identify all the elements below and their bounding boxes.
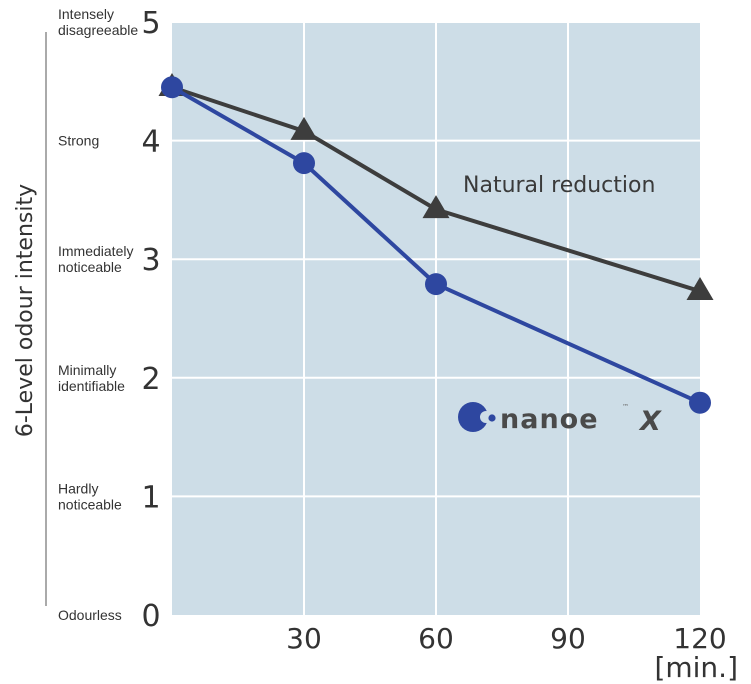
series-1-point-1	[293, 152, 315, 175]
y-tick-0: 0	[141, 599, 160, 634]
y-level-label-4-line-1: Strong	[58, 133, 99, 149]
x-tick-labels: 30 60 90 120	[286, 622, 727, 655]
series-1-point-2	[425, 273, 447, 296]
series-1-line	[171, 85, 701, 405]
y-level-label-3-line-1: Immediately	[58, 243, 133, 259]
y-level-label-1-line-2: noticeable	[58, 496, 122, 512]
logo-large-dot	[458, 402, 488, 432]
x-tick-60: 60	[418, 622, 454, 655]
x-tick-120: 120	[673, 622, 726, 655]
grid-lines	[172, 21, 700, 615]
y-tick-4: 4	[141, 125, 160, 160]
series-0-point-1	[290, 116, 318, 140]
series-layer	[158, 72, 714, 414]
logo-wordmark: nanoe	[500, 404, 599, 435]
series-0-point-3	[686, 276, 714, 300]
y-level-labels: IntenselydisagreeableStrongImmediatelyno…	[58, 6, 138, 623]
series-0-line	[171, 85, 701, 294]
y-tick-1: 1	[141, 480, 160, 515]
y-level-label-3-line-2: noticeable	[58, 259, 122, 275]
series-0	[158, 72, 714, 300]
series-1	[161, 76, 711, 414]
x-tick-30: 30	[286, 622, 322, 655]
y-level-label-0-line-1: Odourless	[58, 607, 122, 623]
y-level-label-5-line-1: Intensely	[58, 6, 114, 22]
logo-trademark: ™	[622, 403, 629, 411]
x-tick-90: 90	[550, 622, 586, 655]
logo-bite	[480, 411, 492, 423]
y-tick-2: 2	[141, 362, 160, 397]
y-axis-label: 6-Level odour intensity	[13, 184, 38, 437]
logo-x-mark: X	[638, 406, 662, 437]
y-level-label-5-line-2: disagreeable	[58, 22, 138, 38]
y-tick-labels: 0 1 2 3 4 5	[141, 6, 160, 634]
series-0-point-2	[422, 195, 450, 219]
series-1-point-0	[161, 76, 183, 99]
x-axis-unit: [min.]	[654, 651, 738, 684]
y-level-label-2-line-1: Minimally	[58, 362, 116, 378]
logo-small-dot	[488, 414, 496, 422]
y-tick-3: 3	[141, 243, 160, 278]
y-level-label-1-line-1: Hardly	[58, 480, 98, 496]
y-level-label-2-line-2: identifiable	[58, 378, 125, 394]
y-tick-5: 5	[141, 6, 160, 41]
natural-reduction-label: Natural reduction	[463, 173, 655, 198]
series-1-point-3	[689, 391, 711, 414]
nanoe-x-logo: nanoe X ™	[458, 402, 662, 437]
